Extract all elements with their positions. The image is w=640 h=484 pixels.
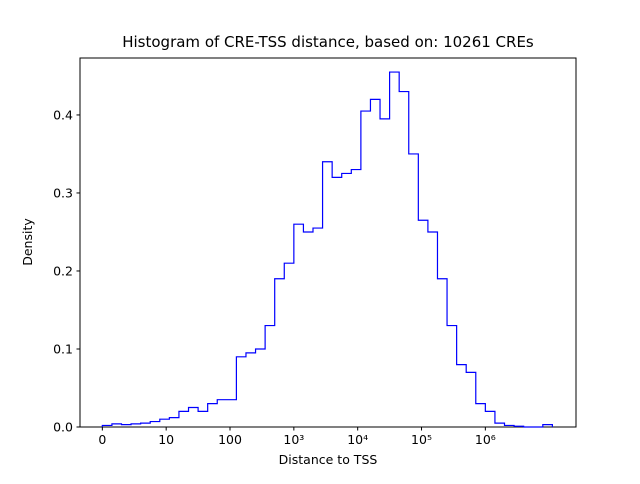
chart-title: Histogram of CRE-TSS distance, based on:… xyxy=(122,33,534,51)
x-axis-ticks: 0 10 100 10³ 10⁴ 10⁵ 10⁶ xyxy=(98,427,496,447)
plot-area xyxy=(79,57,577,428)
x-tick-label: 0 xyxy=(98,432,106,447)
histogram-step-line xyxy=(101,71,553,428)
x-tick-label: 10⁴ xyxy=(347,432,368,447)
y-tick-label: 0.0 xyxy=(53,420,73,435)
y-tick-label: 0.1 xyxy=(53,341,73,356)
x-axis-label: Distance to TSS xyxy=(279,452,378,467)
x-tick-label: 10 xyxy=(158,432,174,447)
x-tick-label: 100 xyxy=(218,432,242,447)
x-tick-label: 10⁶ xyxy=(475,432,496,447)
y-tick-label: 0.4 xyxy=(53,107,73,122)
y-axis-ticks: 0.0 0.1 0.2 0.3 0.4 xyxy=(53,107,80,435)
x-tick-label: 10³ xyxy=(283,432,304,447)
y-tick-label: 0.2 xyxy=(53,263,73,278)
y-tick-label: 0.3 xyxy=(53,185,73,200)
y-axis-label: Density xyxy=(20,218,35,266)
x-tick-label: 10⁵ xyxy=(411,432,432,447)
